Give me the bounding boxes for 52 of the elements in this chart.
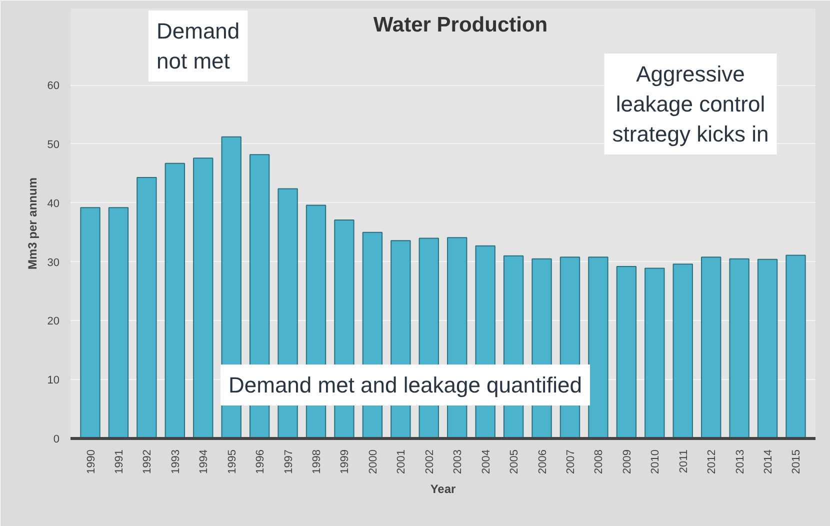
x-tick-label: 1996 <box>254 449 267 474</box>
annotation: Demand not met <box>156 18 240 74</box>
y-tick-label: 10 <box>47 374 60 387</box>
x-tick-label: 2004 <box>480 449 492 474</box>
annotation: Aggressive leakage control strategy kicks in <box>612 62 769 146</box>
y-tick-label: 60 <box>47 80 60 92</box>
bar <box>672 264 693 438</box>
y-tick-label: 30 <box>47 256 60 269</box>
y-tick-label: 20 <box>47 316 60 328</box>
bar <box>588 256 608 438</box>
x-tick-label: 2015 <box>790 449 803 474</box>
x-tick-label: 2014 <box>762 449 775 474</box>
x-tick-label: 1998 <box>311 449 324 474</box>
x-tick-label: 2008 <box>593 449 606 474</box>
x-tick-label: 2013 <box>734 449 746 474</box>
bar <box>644 268 665 438</box>
x-tick-label: 1990 <box>85 449 98 474</box>
x-tick-label: 1993 <box>170 449 182 474</box>
x-tick-label: 2005 <box>508 449 521 474</box>
x-tick-label: 2012 <box>706 449 718 474</box>
bar <box>80 207 100 438</box>
x-tick-label: 2007 <box>564 449 577 474</box>
x-tick-label: 1995 <box>226 449 238 474</box>
y-tick-label: 40 <box>47 198 60 210</box>
x-tick-label: 2000 <box>367 449 380 474</box>
bar <box>729 258 750 438</box>
bar <box>193 158 214 438</box>
x-tick-label: 2006 <box>536 449 549 474</box>
bar <box>136 177 157 438</box>
y-axis-title: Mm3 per annum <box>25 177 40 270</box>
annotation: Demand met and leakage quantified <box>228 372 582 398</box>
bar <box>108 207 129 438</box>
x-tick-label: 2010 <box>650 449 662 474</box>
x-tick-label: 1994 <box>198 449 210 474</box>
x-tick-label: 1997 <box>282 449 295 474</box>
x-tick-label: 1991 <box>113 449 126 474</box>
chart-title: Water Production <box>373 14 548 36</box>
y-tick-label: 0 <box>53 434 60 446</box>
x-tick-label: 1999 <box>339 449 352 474</box>
x-axis-title: Year <box>430 482 456 496</box>
bar <box>757 258 778 438</box>
bar <box>164 162 186 438</box>
bar <box>700 256 722 438</box>
y-tick-label: 50 <box>47 138 60 151</box>
x-tick-label: 2001 <box>396 449 408 474</box>
x-tick-label: 2011 <box>678 450 690 474</box>
x-tick-label: 2009 <box>621 449 634 474</box>
bar <box>786 254 806 438</box>
x-tick-label: 2003 <box>452 449 464 474</box>
x-tick-label: 1992 <box>142 449 154 474</box>
x-tick-label: 2002 <box>424 449 436 474</box>
bar <box>616 266 637 438</box>
